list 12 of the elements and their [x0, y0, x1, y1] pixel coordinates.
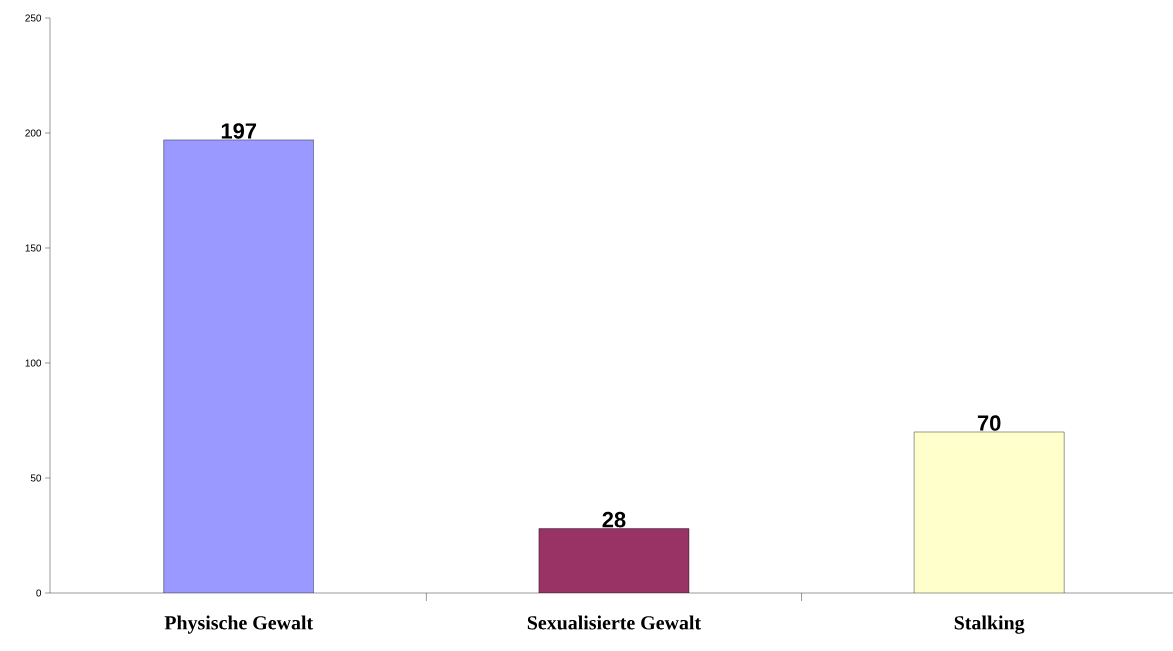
y-tick-label: 100: [25, 359, 42, 367]
x-tick-label: Sexualisierte Gewalt: [527, 615, 702, 630]
data-label: 28: [602, 511, 626, 528]
y-tick-label: 200: [25, 129, 42, 137]
y-tick-label: 150: [25, 244, 42, 252]
data-label: 70: [977, 415, 1001, 431]
x-tick-label: Stalking: [954, 615, 1025, 634]
x-tick-label: Physische Gewalt: [164, 615, 314, 634]
data-label: 197: [221, 123, 257, 139]
y-tick-label: 50: [30, 474, 42, 482]
y-tick-label: 0: [36, 589, 42, 597]
y-tick-label: 250: [25, 14, 42, 22]
